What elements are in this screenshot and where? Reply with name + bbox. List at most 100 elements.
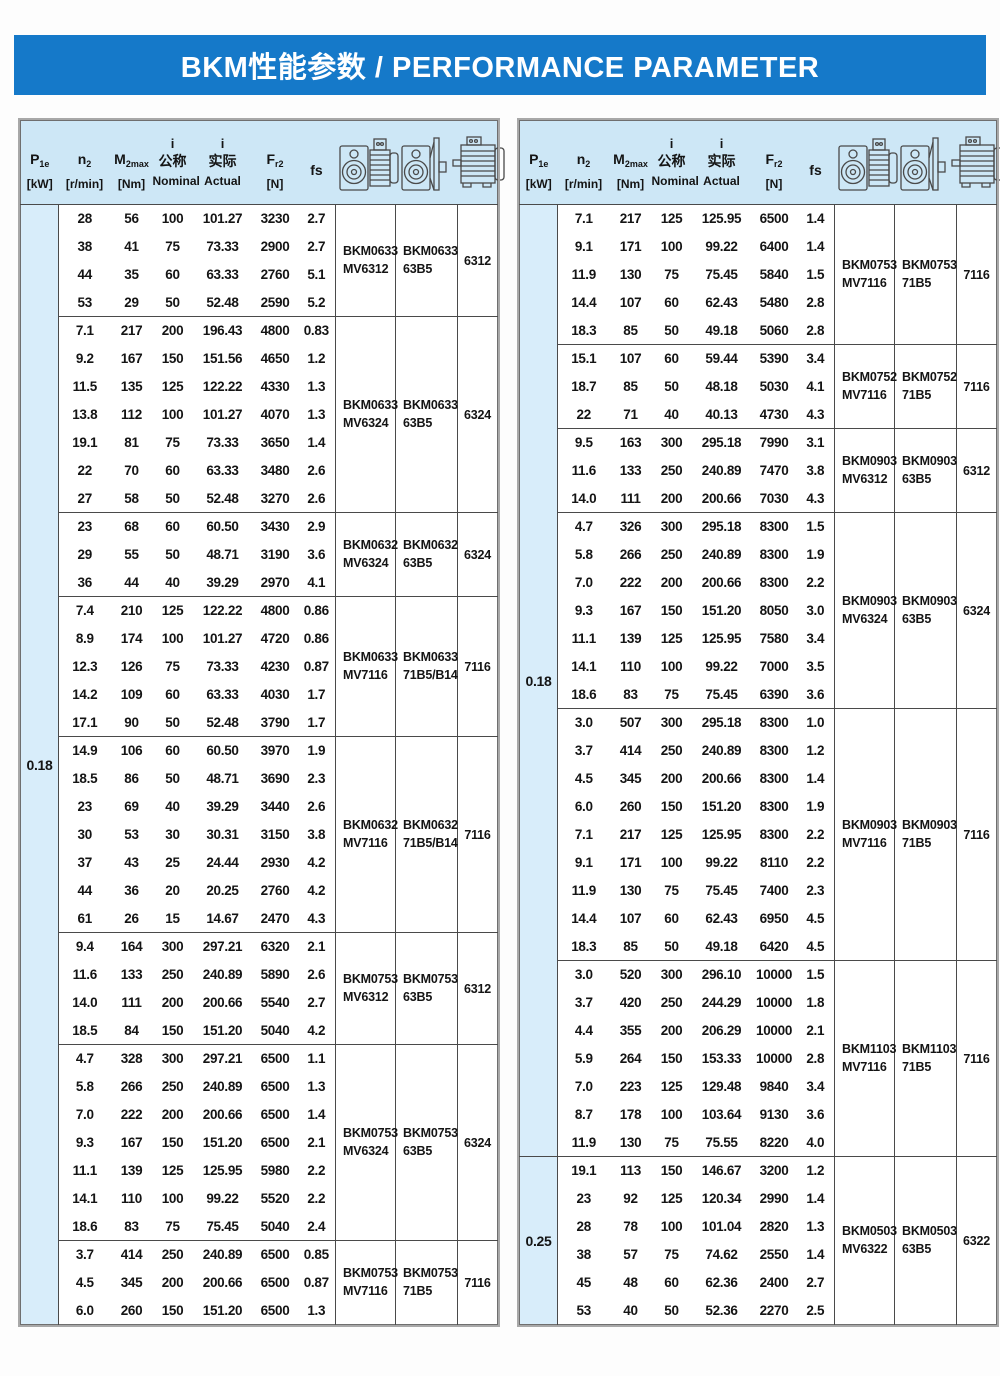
data-cell: 14.9: [58, 736, 111, 765]
data-cell: 6500: [252, 1240, 298, 1269]
gearmotor-model-cell: BKM0753 MV7116: [335, 1240, 398, 1325]
bearing-code-cell: 6312: [456, 204, 498, 317]
data-cell: 264: [619, 1051, 642, 1066]
data-cell: 240.89: [202, 1079, 243, 1094]
data-cell: 122.22: [192, 596, 253, 625]
data-cell: 29: [124, 294, 139, 310]
data-cell: 11.6: [72, 967, 98, 982]
data-cell: 4.1: [307, 574, 326, 590]
data-cell: 217: [609, 204, 652, 233]
table-row: 11.6 133 250 240.89 7470 3.8: [520, 457, 997, 485]
table-row: 11.1 139 125 125.95 7580 3.4: [520, 625, 997, 653]
table-row: 4.4 355 200 206.29 10000 2.1: [520, 1017, 997, 1045]
data-cell: 1.2: [806, 743, 825, 758]
table-row: 0.18 28 56 100 101.27 3230 2.7 BKM0633 MV6312 BKM…: [20, 204, 498, 1325]
motor-icon: [950, 135, 1000, 191]
data-cell: 2990: [759, 1191, 789, 1206]
data-cell: 5540: [260, 995, 290, 1010]
data-cell: 8300: [759, 799, 789, 814]
data-cell: 5980: [260, 1163, 290, 1178]
data-cell: 6500: [252, 1044, 298, 1073]
data-cell: 200: [660, 771, 683, 786]
data-cell: 1.1: [297, 1044, 336, 1073]
data-cell: 200: [161, 995, 184, 1010]
motor-model-cell: BKM0503 63B5: [894, 1156, 957, 1325]
table-row: 4.7 328 300 297.21 6500 1.1 BKM0753 MV6324 BKM07…: [21, 1044, 498, 1241]
data-cell: 240.89: [701, 547, 742, 562]
data-cell: 3.0: [557, 708, 610, 737]
data-cell: 295.18: [691, 428, 752, 457]
column-header-i-nominal: i 公称 Nominal: [651, 120, 699, 205]
table-row: 14.2 109 60 63.33 4030 1.7: [21, 681, 498, 709]
data-cell: 250: [660, 995, 683, 1010]
column-header-fs: fs: [796, 120, 835, 205]
bearing-code-cell: 7116: [456, 596, 498, 737]
data-cell: 50: [165, 547, 180, 562]
data-cell: 4720: [260, 631, 290, 646]
data-cell: 171: [619, 855, 642, 870]
data-cell: 50: [165, 714, 180, 730]
data-cell: 6390: [759, 686, 789, 702]
data-cell: 507: [609, 708, 652, 737]
gearmotor-model-cell: BKM0633 MV6324: [335, 316, 398, 513]
data-cell: 18.3: [571, 938, 597, 954]
data-cell: 223: [619, 1079, 642, 1094]
data-cell: 200: [152, 316, 193, 345]
data-cell: 8300: [751, 708, 797, 737]
data-cell: 15.1: [557, 344, 610, 373]
data-cell: 52.48: [206, 294, 239, 310]
motor-model-cell: BKM0633 63B5: [395, 204, 458, 317]
data-cell: 7.0: [574, 1079, 593, 1094]
table-row: 18.3 85 50 49.18 5060 2.8: [520, 317, 997, 345]
data-cell: 99.22: [705, 239, 738, 254]
data-cell: 85: [623, 322, 638, 338]
table-row: 11.1 139 125 125.95 5980 2.2: [21, 1157, 498, 1185]
title-banner: BKM性能参数 / PERFORMANCE PARAMETER: [14, 35, 986, 95]
table-row: 22 70 60 63.33 3480 2.6: [21, 457, 498, 485]
data-cell: 75: [165, 435, 180, 450]
table-row: 29 55 50 48.71 3190 3.6: [21, 541, 498, 569]
table-row: 17.1 90 50 52.48 3790 1.7: [21, 709, 498, 737]
data-cell: 75: [165, 239, 180, 254]
data-cell: 6950: [759, 911, 789, 926]
motor-icon: [451, 135, 510, 191]
table-row: 37 43 25 24.44 2930 4.2: [21, 849, 498, 877]
data-cell: 36: [77, 574, 93, 590]
data-cell: 200: [660, 1023, 683, 1038]
data-cell: 9.4: [58, 932, 111, 961]
data-cell: 1.8: [806, 995, 825, 1010]
data-cell: 222: [120, 1107, 143, 1122]
data-cell: 50: [165, 490, 180, 506]
bearing-code-cell: 6322: [956, 1156, 997, 1325]
data-cell: 210: [110, 596, 153, 625]
data-cell: 4.3: [307, 910, 326, 926]
data-cell: 300: [651, 708, 692, 737]
data-cell: 1.4: [796, 204, 835, 233]
data-cell: 12.3: [72, 659, 98, 674]
table-row: 9.3 167 150 151.20 6500 2.1: [21, 1129, 498, 1157]
data-cell: 9.2: [75, 351, 94, 366]
motor-diagrams-header: [335, 120, 505, 205]
data-cell: 2.7: [307, 995, 326, 1010]
data-cell: 69: [124, 799, 139, 814]
data-cell: 8300: [759, 547, 789, 562]
data-cell: 6500: [751, 204, 797, 233]
data-cell: 5480: [759, 295, 789, 310]
data-cell: 4230: [260, 659, 290, 674]
data-cell: 30: [165, 827, 180, 842]
bearing-code-cell: 7116: [456, 736, 498, 933]
data-cell: 39.29: [206, 574, 239, 590]
power-value-cell: 0.18: [519, 204, 559, 1157]
data-cell: 101.04: [701, 1219, 742, 1234]
data-cell: 7990: [751, 428, 797, 457]
data-cell: 60.50: [192, 512, 253, 541]
bearing-code-cell: 6324: [456, 512, 498, 597]
data-cell: 100: [161, 407, 184, 422]
data-cell: 2820: [759, 1219, 789, 1234]
data-cell: 70: [124, 463, 139, 478]
table-row: 28 78 100 101.04 2820 1.3: [520, 1213, 997, 1241]
table-row: 27 58 50 52.48 3270 2.6: [21, 485, 498, 513]
data-cell: 6320: [252, 932, 298, 961]
data-cell: 4070: [260, 407, 290, 422]
data-cell: 9.5: [557, 428, 610, 457]
